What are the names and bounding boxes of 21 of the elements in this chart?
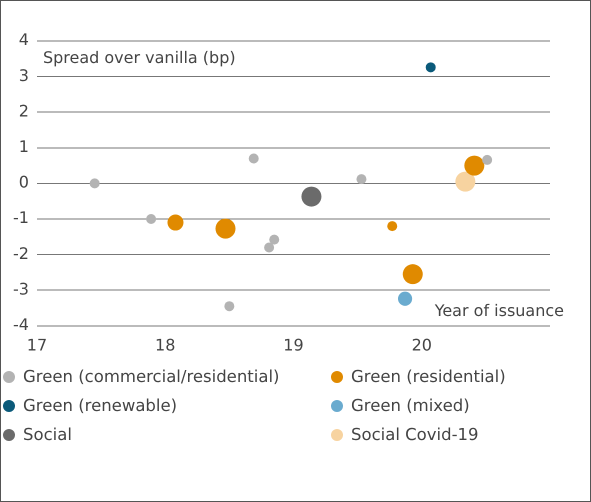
legend-label: Green (mixed) [350, 396, 471, 415]
legend-label: Social [22, 425, 73, 444]
y-tick-label: 1 [18, 136, 29, 156]
y-tick-label: -4 [13, 314, 29, 334]
y-tick-label: -3 [13, 279, 29, 298]
x-axis-title: Year of issuance [434, 301, 564, 320]
legend-label: Green (residential) [350, 367, 507, 386]
legend-label: Green (commercial/residential) [22, 367, 280, 386]
y-tick-label: 3 [18, 66, 29, 85]
y-tick-label: 0 [18, 172, 29, 192]
y-tick-label: 2 [18, 101, 29, 120]
y-tick-label: 4 [18, 30, 29, 50]
y-tick-label: -2 [13, 244, 29, 263]
x-tick-label: 17 [26, 336, 48, 355]
y-tick-label: -1 [13, 208, 29, 228]
legend-label: Green (renewable) [22, 396, 178, 415]
x-tick-label: 19 [283, 336, 304, 355]
legend-label: Social Covid-19 [350, 425, 480, 444]
x-tick-label: 18 [155, 336, 176, 355]
x-tick-label: 20 [412, 336, 432, 355]
y-axis-title: Spread over vanilla (bp) [42, 48, 236, 67]
